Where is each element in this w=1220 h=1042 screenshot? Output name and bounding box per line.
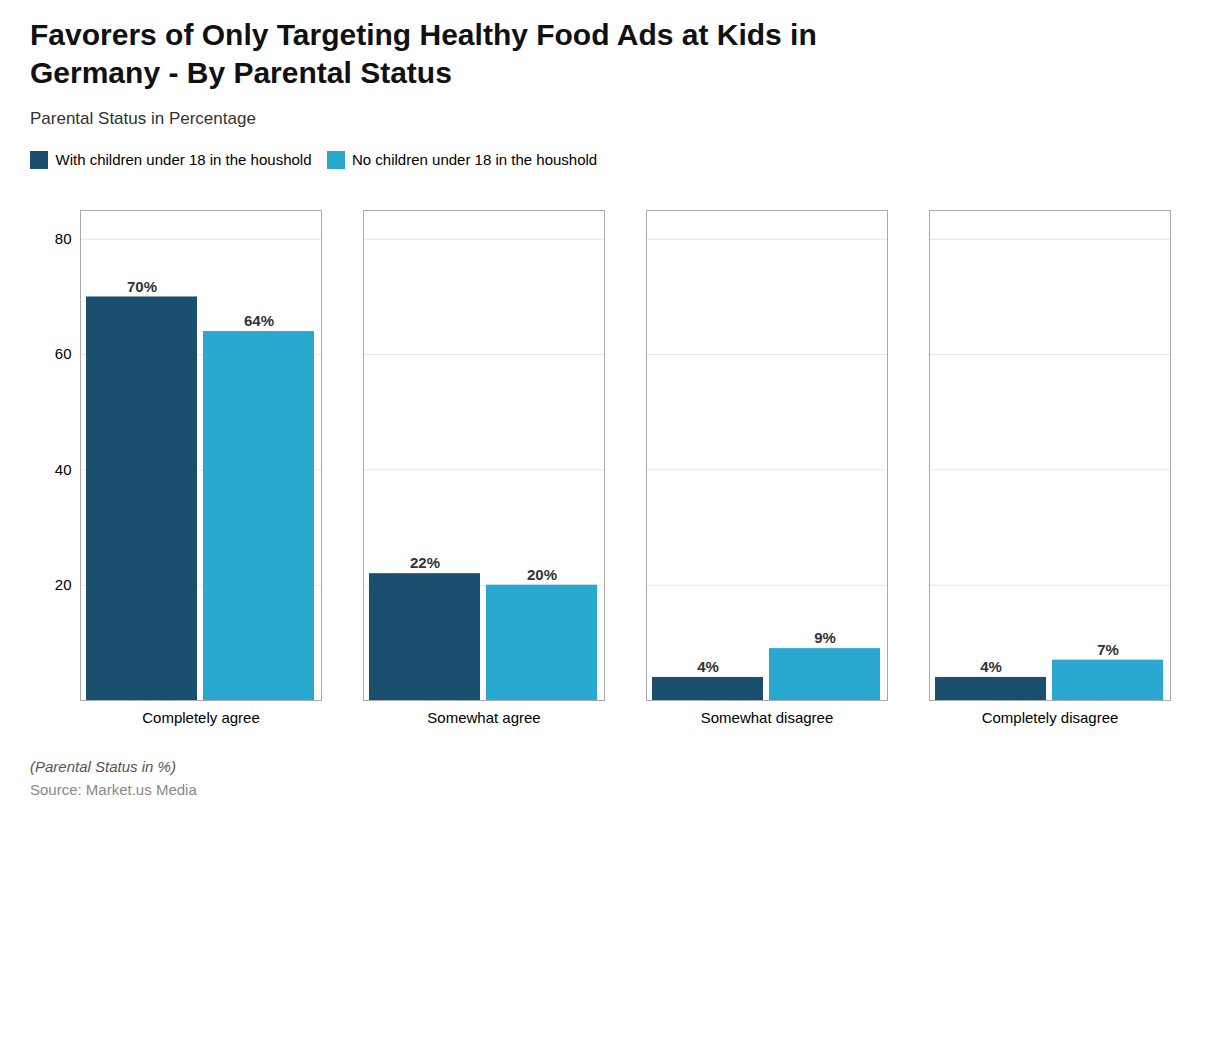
svg-text:4%: 4% [697,658,719,675]
svg-text:Somewhat agree: Somewhat agree [427,709,540,726]
svg-text:20: 20 [55,576,72,593]
html-text:Parental Status in Percentage: Parental Status in Percentage [30,109,256,128]
html-text:No children under 18 in the ho: No children under 18 in the houshold [352,151,598,168]
svg-text:60: 60 [55,345,72,362]
html-text:Source: Market.us Media: Source: Market.us Media [30,781,197,798]
svg-text:4%: 4% [980,658,1002,675]
html-text:With children under 18 in the: With children under 18 in the houshold [55,151,312,168]
svg-text:64%: 64% [244,312,274,329]
html-text:(Parental Status in %): (Parental Status in %) [30,758,176,775]
svg-text:Completely agree: Completely agree [142,709,260,726]
html-text:Favorers of Only Targeting Hea: Favorers of Only Targeting Healthy Food … [30,18,817,89]
svg-text:Completely disagree: Completely disagree [982,709,1119,726]
svg-text:40: 40 [55,461,72,478]
svg-text:20%: 20% [527,566,557,583]
svg-text:7%: 7% [1097,641,1119,658]
svg-text:22%: 22% [410,554,440,571]
svg-text:80: 80 [55,230,72,247]
svg-text:Somewhat disagree: Somewhat disagree [701,709,834,726]
svg-text:70%: 70% [127,278,157,295]
svg-text:9%: 9% [814,629,836,646]
